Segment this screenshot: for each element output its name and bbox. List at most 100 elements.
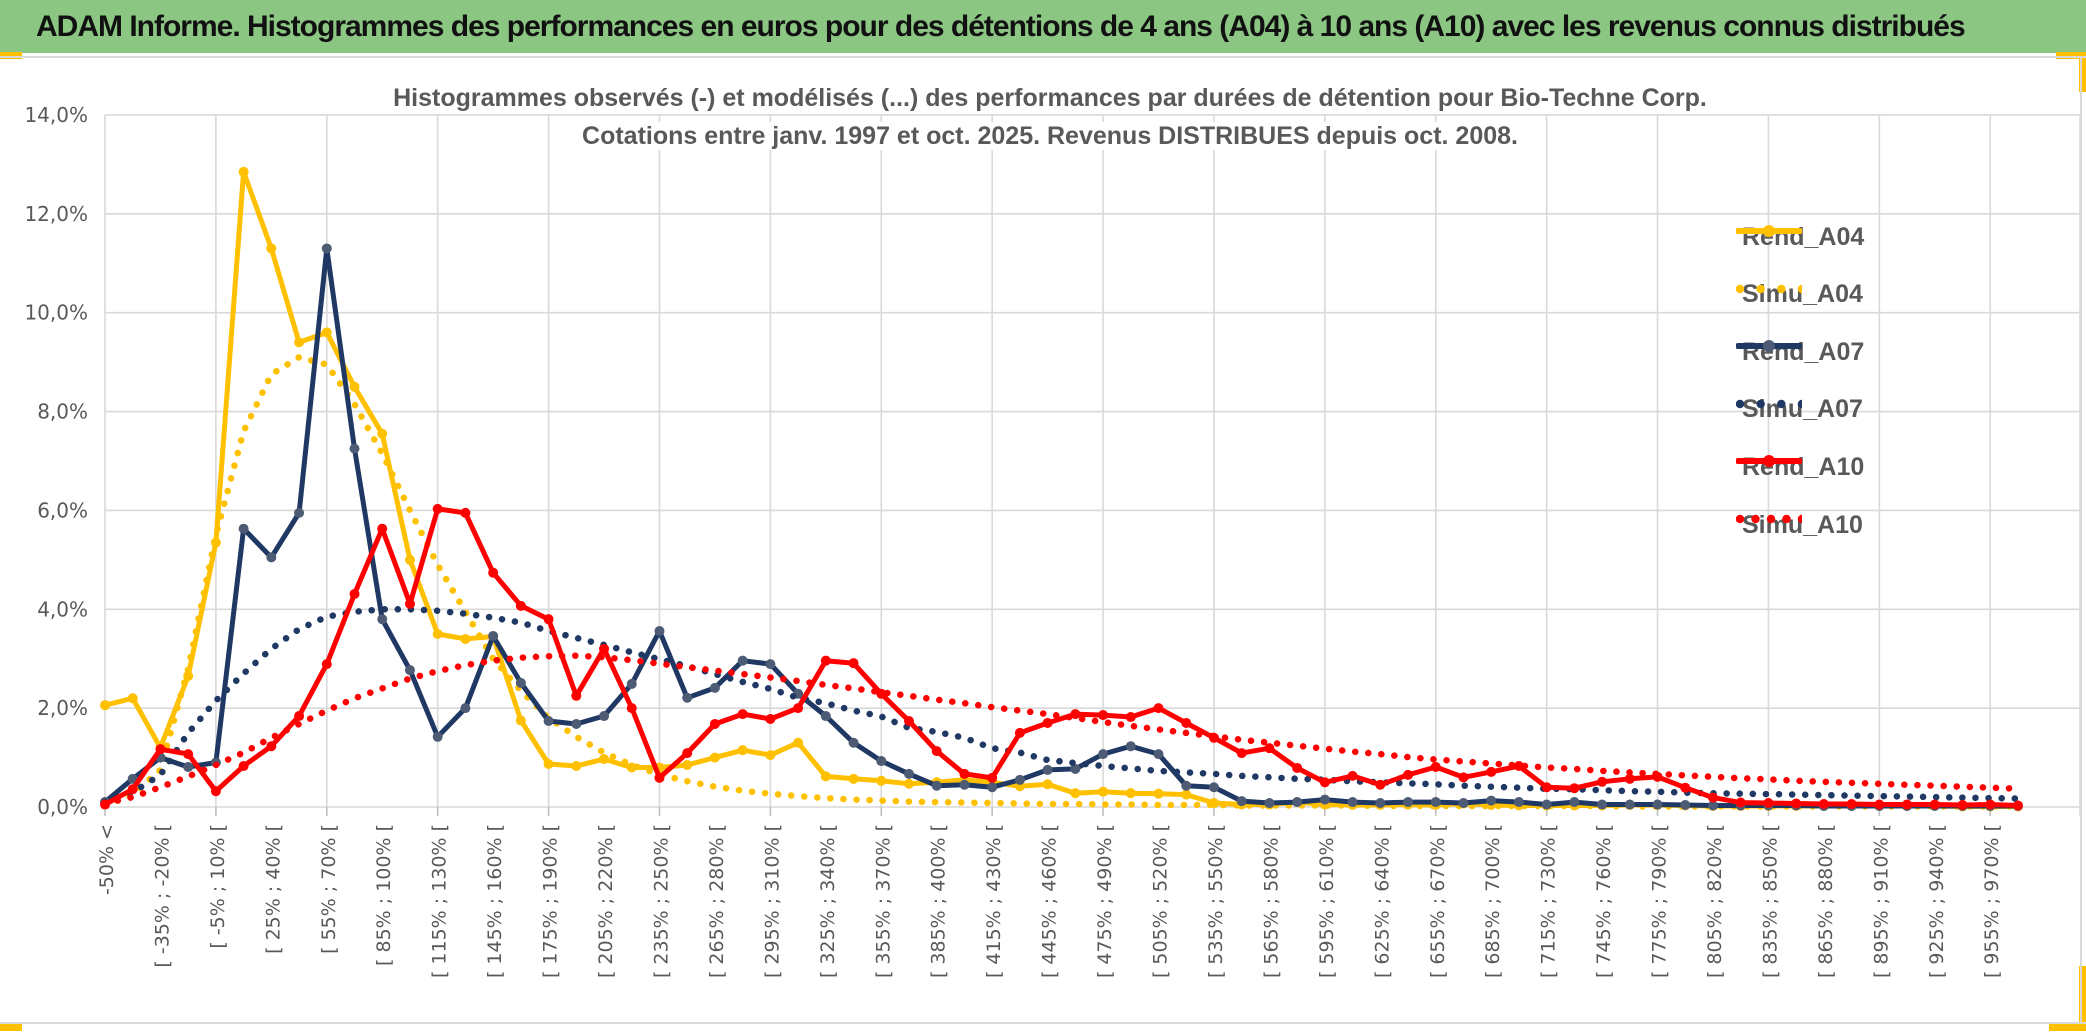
marker-rend_a04 (848, 773, 859, 784)
legend-item-simu_a07[interactable]: Simu_A07 (1736, 395, 1863, 425)
legend-item-rend_a10[interactable]: Rend_A10 (1736, 452, 1864, 482)
series-rend_a04 (102, 169, 2021, 809)
page-title: ADAM Informe. Histogrammes des performan… (36, 9, 1966, 43)
marker-rend_a10 (1541, 782, 1552, 793)
marker-rend_a07 (183, 761, 194, 772)
marker-rend_a10 (931, 746, 942, 757)
marker-rend_a07 (432, 731, 443, 742)
x-axis-label: [ 955% ; 970% [ (1981, 824, 2003, 978)
y-axis-label: 2,0% (37, 696, 88, 720)
x-axis-label: [ 265% ; 280% [ (706, 824, 728, 978)
marker-rend_a10 (1763, 798, 1774, 809)
marker-rend_a07 (1347, 797, 1358, 808)
marker-rend_a10 (155, 744, 166, 755)
marker-rend_a07 (460, 703, 471, 714)
marker-rend_a07 (1236, 796, 1247, 807)
marker-rend_a07 (682, 692, 693, 703)
legend-item-simu_a10[interactable]: Simu_A10 (1736, 510, 1863, 540)
legend-label: Rend_A07 (1742, 337, 1865, 366)
marker-rend_a10 (1597, 776, 1608, 787)
x-axis-label: [ 475% ; 490% [ (1094, 824, 1116, 978)
x-axis-label: [ 415% ; 430% [ (983, 824, 1005, 978)
x-axis-label: [ 895% ; 910% [ (1870, 824, 1892, 978)
legend-item-simu_a04[interactable]: Simu_A04 (1736, 280, 1863, 310)
legend-item-rend_a04[interactable]: Rend_A04 (1736, 222, 1864, 252)
marker-rend_a10 (1264, 743, 1275, 754)
marker-rend_a07 (1125, 741, 1136, 752)
x-axis-label: [ 175% ; 190% [ (540, 824, 562, 978)
marker-rend_a07 (1486, 795, 1497, 806)
marker-rend_a04 (1125, 788, 1136, 799)
marker-rend_a07 (848, 737, 859, 748)
legend-item-rend_a07[interactable]: Rend_A07 (1736, 337, 1864, 367)
marker-rend_a10 (959, 768, 970, 779)
marker-rend_a10 (1707, 792, 1718, 803)
marker-rend_a10 (1846, 799, 1857, 810)
marker-rend_a04 (1070, 788, 1081, 799)
marker-rend_a07 (876, 756, 887, 767)
marker-rend_a07 (1597, 799, 1608, 810)
marker-rend_a07 (1098, 749, 1109, 760)
marker-rend_a10 (1569, 783, 1580, 794)
x-axis-label: [ 385% ; 400% [ (928, 824, 950, 978)
x-axis-label: [ 685% ; 700% [ (1482, 824, 1504, 978)
marker-rend_a10 (1098, 710, 1109, 721)
marker-rend_a10 (1791, 798, 1802, 809)
marker-rend_a07 (931, 780, 942, 791)
marker-rend_a10 (1902, 799, 1913, 810)
marker-rend_a10 (238, 760, 249, 771)
marker-rend_a07 (238, 523, 249, 534)
marker-rend_a04 (543, 758, 554, 769)
marker-rend_a04 (183, 671, 194, 682)
legend-marker-line (1736, 225, 1802, 237)
marker-rend_a07 (1707, 800, 1718, 811)
frame-accent-top-left (0, 52, 22, 59)
marker-rend_a10 (1985, 799, 1996, 810)
marker-rend_a04 (903, 778, 914, 789)
series-simu_a10 (101, 652, 2022, 807)
marker-rend_a10 (404, 598, 415, 609)
marker-rend_a07 (1264, 798, 1275, 809)
marker-rend_a04 (626, 762, 637, 773)
y-axis-label: 0,0% (37, 795, 88, 819)
marker-rend_a07 (1430, 797, 1441, 808)
y-axis-label: 14,0% (24, 103, 88, 127)
marker-rend_a10 (1929, 799, 1940, 810)
marker-rend_a04 (349, 381, 360, 392)
marker-rend_a07 (1181, 780, 1192, 791)
marker-rend_a10 (1735, 797, 1746, 808)
marker-rend_a07 (1042, 764, 1053, 775)
x-axis-label: [ 595% ; 610% [ (1316, 824, 1338, 978)
marker-rend_a10 (1624, 773, 1635, 784)
y-axis-label: 4,0% (37, 597, 88, 621)
x-axis-label: -50% < (96, 824, 118, 895)
marker-rend_a04 (571, 760, 582, 771)
marker-rend_a07 (543, 715, 554, 726)
marker-rend_a10 (682, 748, 693, 759)
marker-rend_a10 (987, 772, 998, 783)
chart-title-line1: Histogrammes observés (-) et modélisés (… (385, 84, 1715, 112)
marker-rend_a04 (294, 337, 305, 348)
x-axis-label: [ 25% ; 40% [ (262, 824, 284, 954)
x-axis-label: [ 85% ; 100% [ (373, 824, 395, 966)
marker-rend_a10 (1070, 709, 1081, 720)
marker-rend_a10 (765, 714, 776, 725)
marker-rend_a10 (1181, 717, 1192, 728)
marker-rend_a10 (432, 503, 443, 514)
marker-rend_a10 (1430, 761, 1441, 772)
chart-title-line2: Cotations entre janv. 1997 et oct. 2025.… (574, 122, 1526, 150)
x-axis-label: [ -35% ; -20% [ (151, 824, 173, 968)
marker-rend_a07 (987, 782, 998, 793)
frame-accent-top-right (2056, 52, 2086, 59)
x-axis-label: [ 745% ; 760% [ (1593, 824, 1615, 978)
marker-rend_a07 (1403, 797, 1414, 808)
marker-rend_a10 (1292, 762, 1303, 773)
marker-rend_a04 (1042, 779, 1053, 790)
marker-rend_a07 (1513, 797, 1524, 808)
frame-accent-bottom-left (0, 1022, 22, 1031)
marker-rend_a10 (1347, 770, 1358, 781)
marker-rend_a10 (1874, 799, 1885, 810)
marker-rend_a07 (377, 614, 388, 625)
marker-rend_a04 (1098, 786, 1109, 797)
marker-rend_a07 (404, 665, 415, 676)
